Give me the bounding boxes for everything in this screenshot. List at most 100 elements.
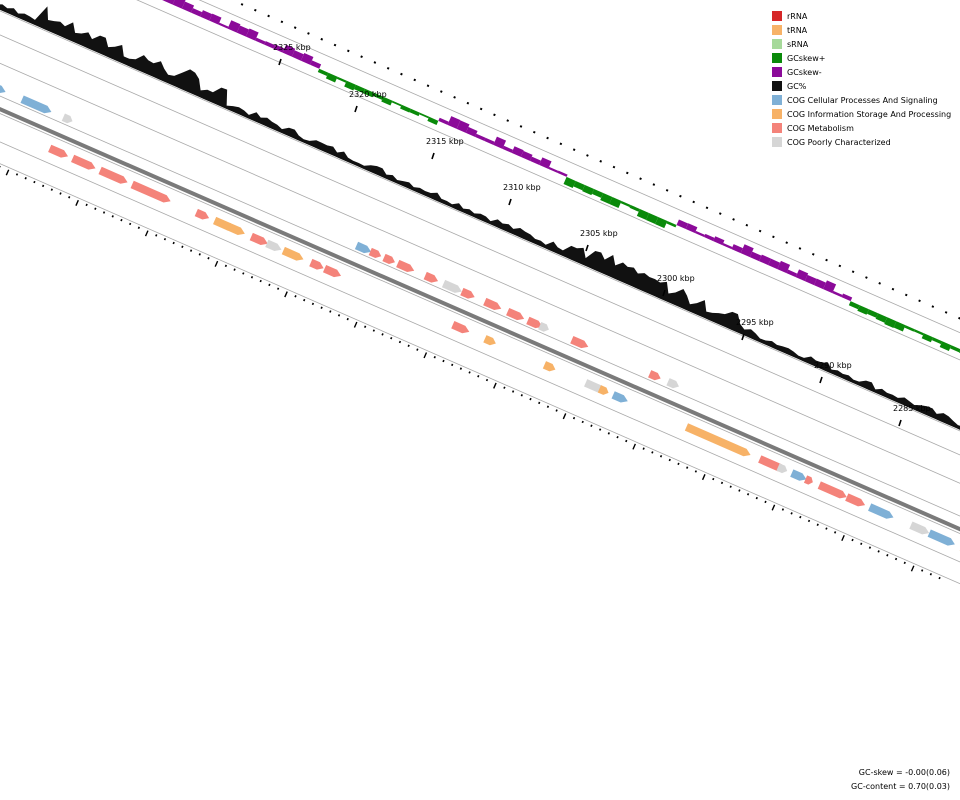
- inner-ruler-tick: [85, 203, 88, 207]
- gc-skew-negative-segment: [740, 244, 754, 258]
- backbone-line: [0, 106, 960, 532]
- inner-ruler-tick: [607, 432, 610, 435]
- inner-ruler-tick: [834, 531, 837, 534]
- gene-information-storage: [226, 222, 245, 235]
- legend-label: COG Poorly Characterized: [787, 137, 891, 147]
- gc-skew-negative-segment: [264, 41, 275, 49]
- inner-ruler-tick: [764, 500, 767, 504]
- ruler-minor-tick: [838, 264, 842, 268]
- ruler-minor-tick: [333, 43, 337, 47]
- ruler-minor-tick: [679, 194, 682, 198]
- legend-swatch: [772, 53, 782, 63]
- gc-skew-negative-segment: [694, 230, 705, 238]
- ruler-major-tick: [898, 419, 902, 427]
- inner-ruler-tick: [329, 310, 332, 313]
- inner-ruler-tick: [921, 569, 924, 572]
- gene-poorly-characterized: [538, 321, 549, 332]
- gc-skew-positive-segment: [381, 96, 393, 106]
- gc-skew-positive-segment: [636, 208, 650, 220]
- ruler-minor-tick: [865, 276, 868, 279]
- gene-metabolism: [648, 370, 661, 381]
- gene-metabolism: [368, 247, 382, 259]
- inner-ruler-tick: [294, 295, 297, 298]
- ruler-label: 2290 kbp: [814, 361, 852, 370]
- legend-item-rrna: rRNA: [772, 9, 951, 23]
- ruler-minor-tick: [307, 32, 310, 35]
- ruler-minor-tick: [931, 305, 935, 308]
- gc-skew-track: [162, 0, 960, 354]
- gene-cellular-processes: [927, 529, 955, 546]
- guide-line: [0, 141, 960, 563]
- inner-ruler-tick: [632, 443, 636, 450]
- legend-swatch: [772, 25, 782, 35]
- gene-metabolism: [130, 180, 171, 203]
- ruler-minor-tick: [320, 37, 324, 41]
- gene-metabolism: [451, 321, 470, 334]
- inner-ruler-tick: [807, 519, 811, 523]
- gc-skew-positive-segment: [563, 176, 576, 188]
- legend-label: COG Cellular Processes And Signaling: [787, 95, 938, 105]
- ruler-minor-tick: [891, 287, 895, 291]
- legend-item-cog-poorly: COG Poorly Characterized: [772, 135, 951, 149]
- gc-skew-negative-segment: [786, 269, 798, 278]
- inner-ruler-tick: [416, 348, 419, 351]
- inner-ruler-tick: [214, 260, 219, 267]
- inner-ruler-tick: [771, 504, 776, 511]
- inner-ruler-tick: [642, 447, 645, 450]
- ruler-minor-tick: [506, 119, 510, 122]
- ruler-major-tick: [431, 152, 435, 160]
- inner-ruler-tick: [15, 173, 19, 176]
- ruler-minor-tick: [360, 55, 363, 59]
- legend-swatch: [772, 123, 782, 133]
- gc-skew-negative-segment: [282, 44, 296, 57]
- inner-ruler-tick: [590, 424, 593, 427]
- ruler-minor-tick: [878, 282, 881, 285]
- inner-ruler-tick: [701, 474, 706, 481]
- ruler-minor-tick: [293, 26, 297, 29]
- gc-skew-negative-segment: [731, 244, 743, 254]
- gene-metabolism: [817, 481, 847, 499]
- ruler-minor-tick: [811, 252, 815, 256]
- inner-ruler-tick: [163, 237, 167, 241]
- ruler-minor-tick: [280, 20, 284, 24]
- inner-ruler-tick: [94, 207, 97, 210]
- gc-skew-positive-segment: [573, 180, 585, 191]
- ruler-label: 2325 kbp: [273, 43, 311, 52]
- gc-skew-negative-segment: [200, 10, 213, 21]
- inner-ruler-tick: [111, 215, 114, 218]
- legend-item-trna: tRNA: [772, 23, 951, 37]
- gc-content-band: [0, 4, 960, 430]
- gc-skew-negative-segment: [291, 50, 304, 61]
- inner-ruler-tick: [172, 241, 175, 245]
- gene-metabolism: [506, 307, 525, 321]
- gc-skew-negative-segment: [713, 236, 725, 246]
- gene-cellular-processes: [354, 241, 372, 254]
- ruler-major-tick: [741, 333, 745, 341]
- inner-ruler-tick: [686, 466, 689, 469]
- gene-metabolism: [309, 258, 324, 270]
- gc-skew-positive-segment: [884, 317, 897, 328]
- inner-ruler-tick: [198, 253, 201, 256]
- gc-skew-positive-segment: [409, 108, 421, 117]
- legend-swatch: [772, 109, 782, 119]
- gene-poorly-characterized: [909, 521, 930, 535]
- legend-label: sRNA: [787, 39, 809, 49]
- inner-ruler-tick: [572, 416, 576, 420]
- inner-ruler-tick: [729, 485, 732, 488]
- inner-ruler-tick: [503, 386, 506, 389]
- gc-skew-negative-segment: [685, 223, 698, 234]
- gc-skew-positive-segment: [629, 204, 640, 212]
- inner-ruler-tick: [860, 542, 863, 546]
- gene-cellular-processes: [20, 95, 52, 114]
- inner-ruler-tick: [311, 302, 315, 306]
- gc-skew-positive-segment: [848, 301, 860, 310]
- inner-ruler-tick: [398, 340, 402, 344]
- inner-ruler-tick: [651, 451, 654, 454]
- gc-skew-negative-segment: [704, 233, 715, 242]
- gene-metabolism: [322, 264, 342, 278]
- gc-skew-negative-segment: [777, 260, 791, 274]
- legend-swatch: [772, 95, 782, 105]
- gc-skew-stat: GC-skew = -0.00(0.06): [858, 768, 950, 777]
- ruler-minor-tick: [586, 154, 589, 157]
- ruler-minor-tick: [426, 84, 430, 88]
